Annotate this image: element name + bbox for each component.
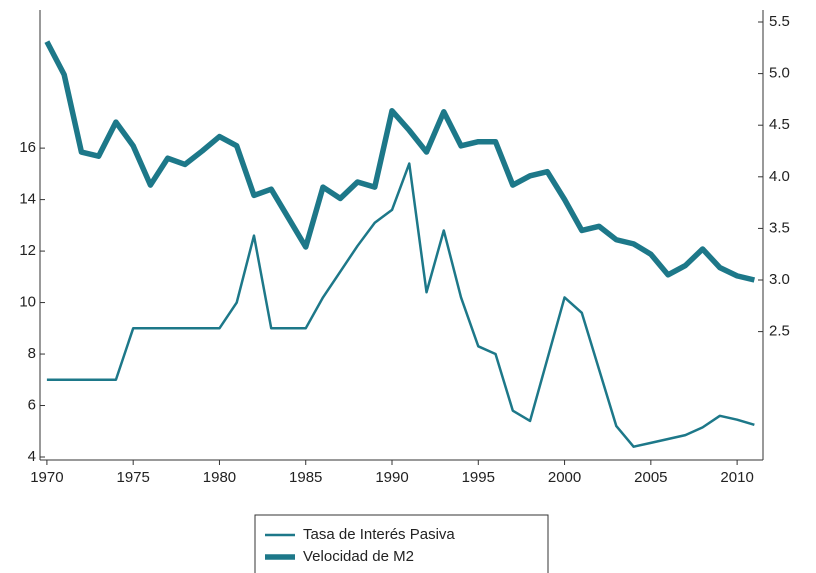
x-tick-label: 2000 bbox=[548, 469, 581, 486]
y2-tick-label: 5.5 bbox=[769, 13, 790, 30]
x-tick-label: 2010 bbox=[720, 469, 753, 486]
y2-tick-label: 4.5 bbox=[769, 116, 790, 133]
y-tick-label: 10 bbox=[19, 294, 36, 311]
y2-tick-label: 4.0 bbox=[769, 168, 790, 185]
x-tick-label: 1980 bbox=[203, 469, 236, 486]
y2-tick-label: 5.0 bbox=[769, 65, 790, 82]
series-line bbox=[44, 40, 756, 283]
y-tick-label: 14 bbox=[19, 191, 36, 208]
x-tick-label: 1975 bbox=[116, 469, 149, 486]
y2-tick-label: 3.0 bbox=[769, 271, 790, 288]
y2-tick-label: 3.5 bbox=[769, 219, 790, 236]
x-tick-label: 1985 bbox=[289, 469, 322, 486]
x-tick-label: 1995 bbox=[462, 469, 495, 486]
y2-tick-label: 2.5 bbox=[769, 323, 790, 340]
legend-label: Velocidad de M2 bbox=[303, 548, 414, 565]
legend-label: Tasa de Interés Pasiva bbox=[303, 526, 455, 543]
x-tick-label: 1990 bbox=[375, 469, 408, 486]
y-tick-label: 12 bbox=[19, 242, 36, 259]
x-tick-label: 1970 bbox=[30, 469, 63, 486]
x-tick-label: 2005 bbox=[634, 469, 667, 486]
y-tick-label: 6 bbox=[28, 396, 36, 413]
y-tick-label: 4 bbox=[28, 448, 36, 465]
series-line bbox=[46, 162, 755, 448]
legend-box bbox=[254, 514, 549, 573]
y-tick-label: 16 bbox=[19, 139, 36, 156]
y-tick-label: 8 bbox=[28, 345, 36, 362]
